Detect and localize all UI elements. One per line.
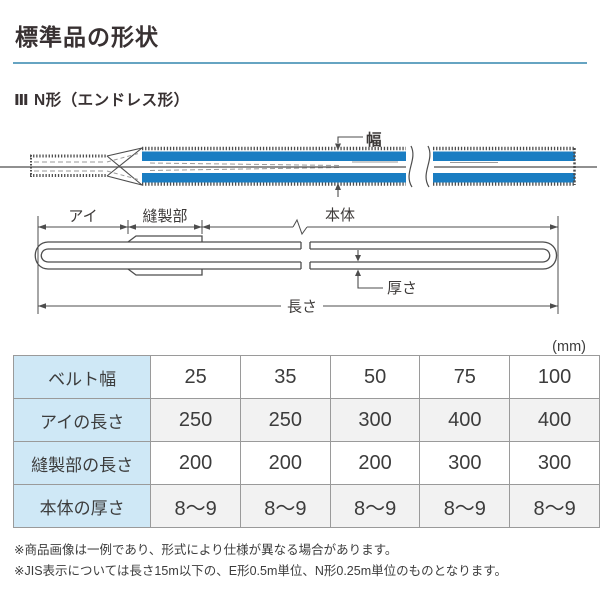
cell-value: 100 <box>509 355 600 399</box>
eye-label: アイ <box>68 208 97 225</box>
width-label: 幅 <box>366 130 382 149</box>
length-label: 長さ <box>287 299 317 316</box>
cell-value: 400 <box>509 398 600 442</box>
row-header-eye-length: アイの長さ <box>12 398 152 442</box>
side-view-belt: アイ 縫製部 本体 <box>34 207 559 316</box>
page-header: 標準品の形状 <box>13 0 587 64</box>
belt-profile <box>34 235 558 276</box>
break-symbol <box>406 145 433 188</box>
cell-value: 200 <box>239 441 331 485</box>
cell-value: 300 <box>509 441 600 485</box>
row-header-body-thickness: 本体の厚さ <box>12 484 152 528</box>
belt-sling-diagram: 幅 アイ 縫製部 本体 <box>0 130 597 316</box>
thickness-label: 厚さ <box>387 280 417 297</box>
spec-table: ベルト幅 25 35 50 75 100 アイの長さ 250 250 300 4… <box>12 355 600 528</box>
body-label: 本体 <box>325 207 355 224</box>
arrow-up-icon <box>335 183 341 190</box>
top-view-belt <box>0 145 597 188</box>
unit-label: (mm) <box>552 339 586 355</box>
cell-value: 8～9 <box>239 484 331 528</box>
cell-value: 75 <box>419 355 511 399</box>
section-subtitle: Ⅲ N形（エンドレス形） <box>14 92 190 109</box>
cell-value: 50 <box>329 355 421 399</box>
row-header-belt-width: ベルト幅 <box>12 355 152 399</box>
thickness-callout: 厚さ <box>355 250 417 297</box>
cell-value: 8～9 <box>419 484 511 528</box>
table-row: アイの長さ 250 250 300 400 400 <box>12 398 600 442</box>
note-line: ※商品画像は一例であり、形式により仕様が異なる場合があります。 <box>14 543 398 557</box>
page-title: 標準品の形状 <box>15 24 159 50</box>
cell-value: 8～9 <box>329 484 421 528</box>
table-row: 本体の厚さ 8～9 8～9 8～9 8～9 8～9 <box>12 484 600 528</box>
cell-value: 300 <box>329 398 421 442</box>
cell-value: 300 <box>419 441 511 485</box>
arrow-down-icon <box>335 143 341 151</box>
cell-value: 200 <box>150 441 241 485</box>
cell-value: 200 <box>329 441 421 485</box>
table-row: ベルト幅 25 35 50 75 100 <box>12 355 600 399</box>
cell-value: 25 <box>150 355 241 399</box>
taper-lines <box>106 147 143 186</box>
blue-stripe <box>142 151 407 161</box>
blue-stripe <box>433 151 575 161</box>
arrow-up-icon <box>355 269 361 276</box>
blue-stripe <box>142 173 407 183</box>
cell-value: 250 <box>150 398 241 442</box>
sewn-section-label: 縫製部 <box>142 208 187 225</box>
width-callout: 幅 <box>335 130 382 197</box>
arrow-down-icon <box>355 255 361 262</box>
footer-notes: ※商品画像は一例であり、形式により仕様が異なる場合があります。 ※JIS表示につ… <box>14 541 600 582</box>
table-row: 縫製部の長さ 200 200 200 300 300 <box>12 441 600 485</box>
length-dimension: 長さ <box>38 299 558 316</box>
note-line: ※JIS表示については長さ15m以下の、E形0.5m単位、N形0.25m単位のも… <box>14 564 507 579</box>
cell-value: 250 <box>239 398 331 442</box>
cell-value: 400 <box>419 398 511 442</box>
cell-value: 8～9 <box>509 484 600 528</box>
row-header-sewn-length: 縫製部の長さ <box>12 441 152 485</box>
cell-value: 8～9 <box>150 484 241 528</box>
cell-value: 35 <box>239 355 331 399</box>
blue-stripe <box>433 173 575 183</box>
